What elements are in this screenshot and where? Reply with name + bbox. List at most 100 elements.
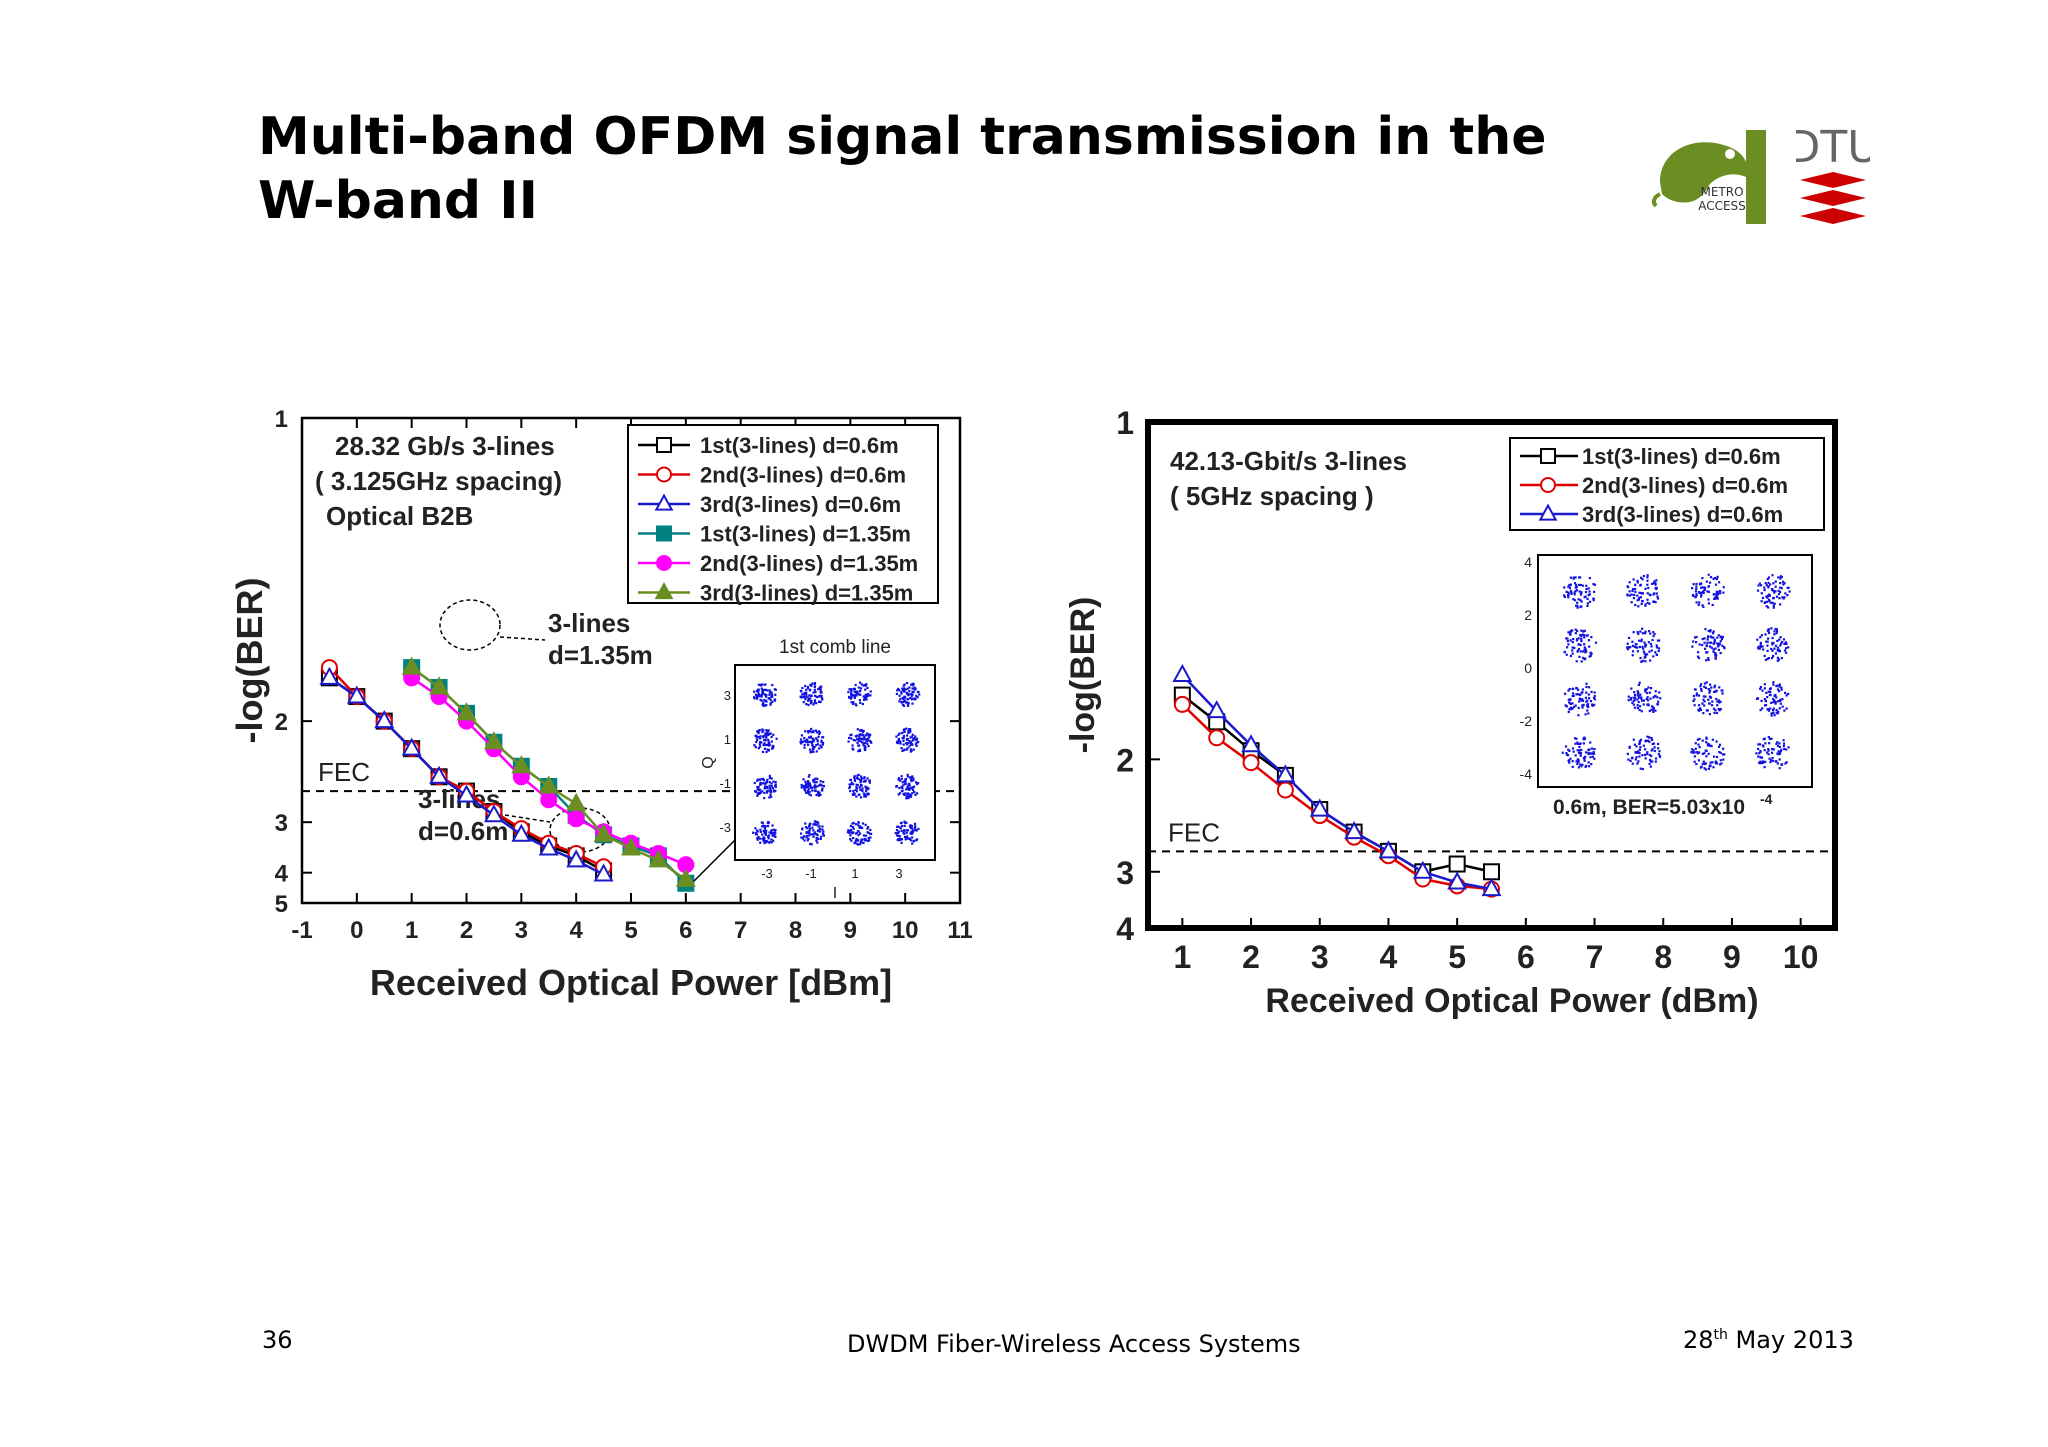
constellation-point bbox=[1712, 577, 1715, 580]
constellation-point bbox=[1658, 750, 1661, 753]
data-point bbox=[1173, 695, 1191, 713]
constellation-point bbox=[767, 748, 771, 752]
constellation-point bbox=[1716, 642, 1719, 645]
constellation-point bbox=[1693, 636, 1697, 639]
footer-date-suffix: th bbox=[1713, 1327, 1728, 1343]
constellation-point bbox=[809, 842, 812, 846]
constellation-point bbox=[1778, 597, 1781, 600]
constellation-point bbox=[1646, 592, 1649, 595]
constellation-point bbox=[1715, 697, 1718, 701]
constellation-point bbox=[1568, 708, 1571, 711]
constellation-point bbox=[855, 690, 858, 693]
constellation-point bbox=[1785, 707, 1788, 710]
x-tick-label: 7 bbox=[1586, 939, 1604, 975]
constellation-point bbox=[851, 744, 854, 747]
constellation-point bbox=[816, 821, 819, 824]
constellation-point bbox=[909, 778, 913, 782]
constellation-point bbox=[859, 740, 863, 743]
constellation-point bbox=[850, 691, 853, 694]
constellation-point bbox=[900, 838, 904, 841]
y-tick-label: 1 bbox=[1116, 405, 1134, 441]
chart-1-header-3: Optical B2B bbox=[326, 501, 473, 531]
constellation-point bbox=[1593, 752, 1596, 755]
constellation-point bbox=[903, 820, 906, 823]
constellation-point bbox=[1654, 651, 1657, 654]
constellation-point bbox=[855, 693, 858, 696]
constellation-point bbox=[771, 832, 774, 835]
constellation-point bbox=[761, 693, 764, 696]
constellation-point bbox=[900, 747, 903, 750]
constellation-point bbox=[1763, 654, 1766, 658]
constellation-point bbox=[1767, 606, 1770, 609]
constellation-point bbox=[857, 820, 860, 824]
constellation-point bbox=[771, 683, 774, 687]
constellation-point bbox=[1757, 645, 1760, 649]
data-point bbox=[483, 804, 504, 823]
constellation-point bbox=[815, 695, 819, 699]
constellation-point bbox=[858, 735, 861, 738]
footer-date-rest: May 2013 bbox=[1727, 1326, 1854, 1354]
constellation-point bbox=[1716, 575, 1719, 578]
constellation-point bbox=[1773, 633, 1776, 636]
constellation-point bbox=[1775, 628, 1778, 631]
constellation-point bbox=[1627, 636, 1631, 640]
constellation-point bbox=[1636, 579, 1639, 582]
constellation-point bbox=[1783, 709, 1786, 712]
constellation-point bbox=[849, 824, 853, 828]
constellation-point bbox=[1775, 711, 1778, 714]
constellation-point bbox=[1567, 591, 1570, 594]
constellation-point bbox=[913, 826, 917, 830]
constellation-point bbox=[1763, 687, 1766, 690]
constellation-point bbox=[1717, 745, 1721, 749]
constellation-point bbox=[1766, 577, 1769, 581]
constellation-point bbox=[863, 777, 866, 780]
constellation-point bbox=[1718, 590, 1721, 593]
constellation-point bbox=[909, 750, 912, 753]
constellation-point bbox=[1567, 710, 1570, 714]
data-point bbox=[374, 710, 395, 729]
constellation-point bbox=[905, 797, 908, 800]
constellation-point bbox=[1711, 632, 1715, 635]
constellation-point bbox=[1587, 705, 1590, 709]
constellation-point bbox=[1575, 584, 1578, 587]
constellation-point bbox=[1772, 596, 1775, 600]
constellation-point bbox=[909, 697, 912, 700]
constellation-point bbox=[895, 834, 899, 837]
constellation-point bbox=[855, 837, 858, 841]
constellation-point bbox=[1703, 685, 1706, 688]
constellation-point bbox=[855, 704, 858, 707]
constellation-point bbox=[855, 795, 858, 798]
constellation-point bbox=[1760, 592, 1763, 595]
constellation-point bbox=[1646, 696, 1649, 699]
constellation-point bbox=[897, 838, 900, 842]
constellation-point bbox=[813, 832, 816, 835]
constellation-point bbox=[912, 778, 915, 782]
constellation-point bbox=[1702, 695, 1706, 698]
constellation-point bbox=[1707, 658, 1710, 661]
constellation-point bbox=[821, 698, 824, 701]
constellation-point bbox=[857, 824, 860, 827]
constellation-point bbox=[1628, 594, 1632, 597]
constellation-point bbox=[1649, 697, 1652, 700]
constellation-point bbox=[1777, 690, 1781, 693]
constellation-point bbox=[1585, 587, 1588, 591]
data-point bbox=[1241, 734, 1261, 753]
constellation-point bbox=[1654, 709, 1657, 712]
constellation-point bbox=[1714, 653, 1718, 656]
constellation-point bbox=[800, 734, 804, 737]
constellation-point bbox=[1775, 742, 1778, 745]
constellation-point bbox=[1719, 651, 1722, 655]
constellation-point bbox=[1634, 603, 1637, 607]
inset-2-frame bbox=[1537, 554, 1813, 788]
constellation-point bbox=[910, 695, 913, 698]
constellation-point bbox=[1633, 645, 1636, 648]
constellation-point bbox=[862, 834, 866, 837]
constellation-point bbox=[1570, 591, 1573, 594]
constellation-point bbox=[1707, 590, 1710, 594]
constellation-point bbox=[1709, 635, 1712, 638]
constellation-point bbox=[1639, 576, 1643, 579]
constellation-point bbox=[1580, 638, 1583, 641]
constellation-point bbox=[1584, 765, 1587, 768]
constellation-point bbox=[1590, 762, 1593, 766]
constellation-point bbox=[1578, 655, 1581, 659]
